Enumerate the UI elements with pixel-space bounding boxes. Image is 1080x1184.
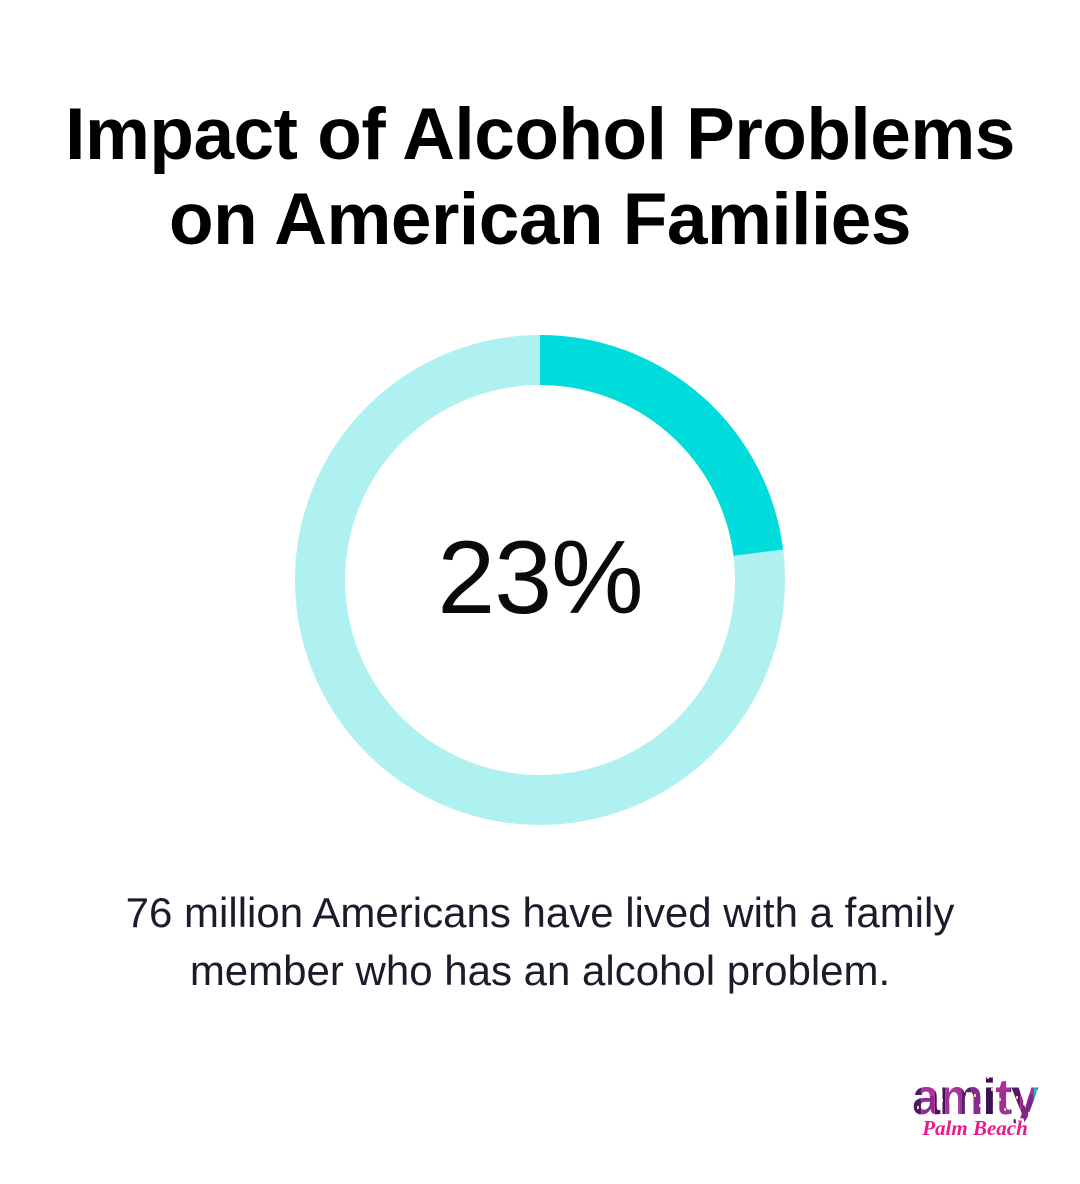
donut-chart: 23% — [295, 335, 785, 825]
brand-wordmark: amity — [912, 1069, 1039, 1125]
brand-wordmark-outline: amity — [912, 1069, 1039, 1125]
brand-tagline-outline: Palm Beach — [921, 1116, 1028, 1140]
brand-logo: amity amity Palm Beach Palm Beach — [898, 1058, 1052, 1156]
page-title-line-2: on American Families — [169, 179, 911, 261]
caption: 76 million Americans have lived with a f… — [0, 884, 1080, 1000]
caption-line-2: member who has an alcohol problem. — [189, 946, 891, 994]
donut-chart-svg — [295, 335, 785, 825]
brand-tagline: Palm Beach — [921, 1116, 1028, 1140]
caption-line-1: 76 million Americans have lived with a f… — [125, 889, 955, 936]
page-title: Impact of Alcohol Problems on American F… — [0, 92, 1080, 263]
brand-logo-svg: amity amity Palm Beach Palm Beach — [909, 1066, 1044, 1143]
donut-value-segment — [295, 335, 785, 825]
page-title-line-1: Impact of Alcohol Problems — [65, 94, 1015, 175]
